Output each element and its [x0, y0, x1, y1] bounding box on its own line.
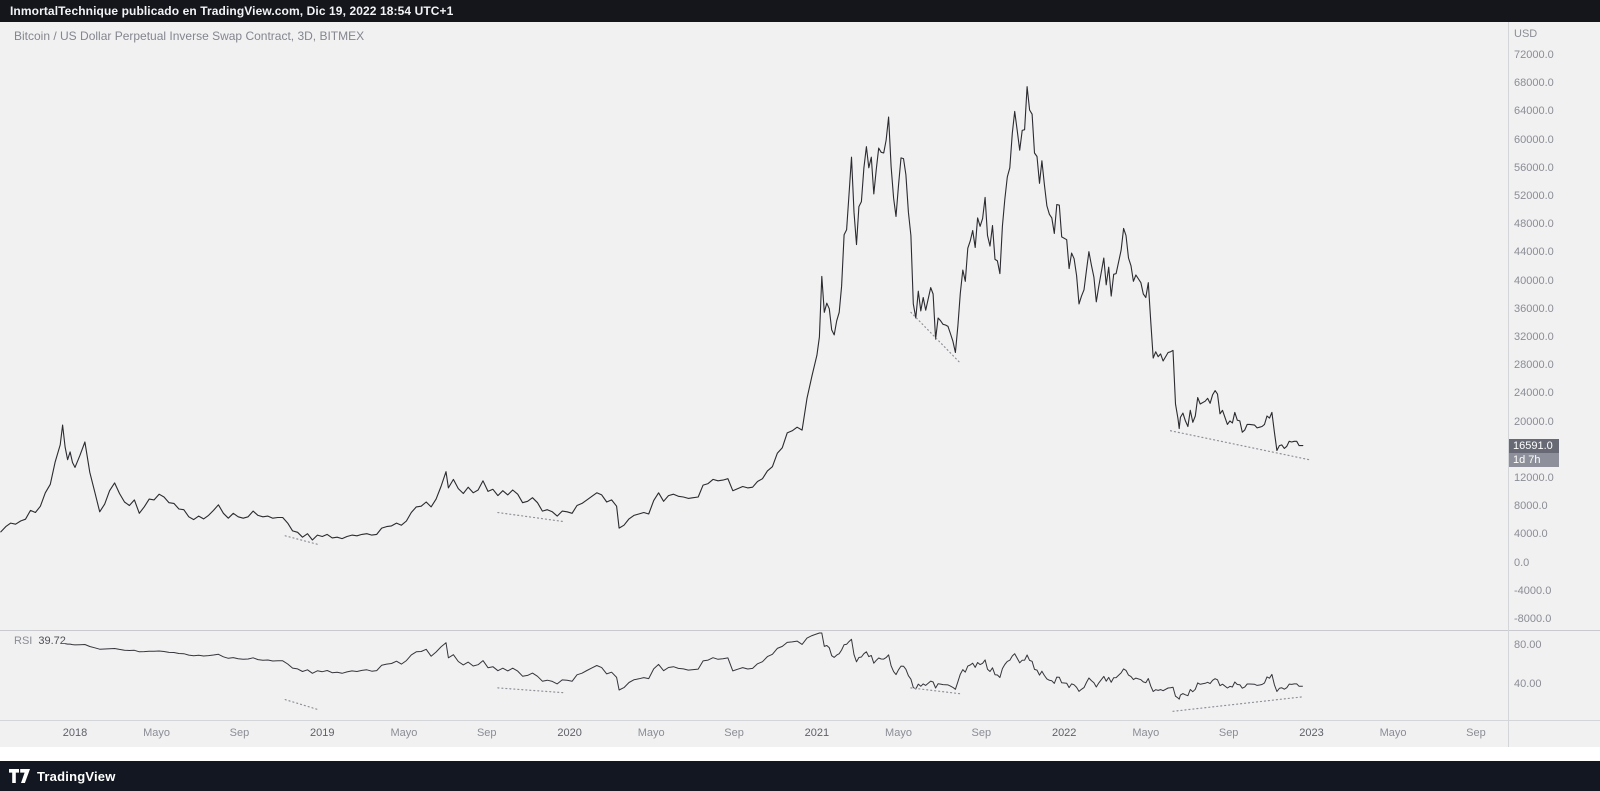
attribution-bar: InmortalTechnique publicado en TradingVi…	[0, 0, 1600, 22]
chart-background	[0, 22, 1600, 747]
indicator-name: RSI	[14, 635, 33, 647]
price-scale-currency: USD	[1514, 28, 1538, 40]
chart-title: Bitcoin / US Dollar Perpetual Inverse Sw…	[14, 29, 365, 43]
indicator-value: 39.72	[38, 635, 66, 647]
last-price: 16591.0	[1509, 438, 1559, 453]
footer-brand: TradingView	[37, 768, 116, 784]
bottom-gap	[0, 747, 1600, 761]
last-price-badge: 16591.0 1d 7h	[1509, 438, 1559, 467]
attribution-text: InmortalTechnique publicado en TradingVi…	[10, 4, 454, 18]
tradingview-logo-icon	[9, 769, 30, 783]
footer-bar: TradingView	[0, 761, 1600, 791]
bar-countdown: 1d 7h	[1509, 452, 1559, 467]
indicator-label: RSI 39.72	[14, 635, 66, 647]
